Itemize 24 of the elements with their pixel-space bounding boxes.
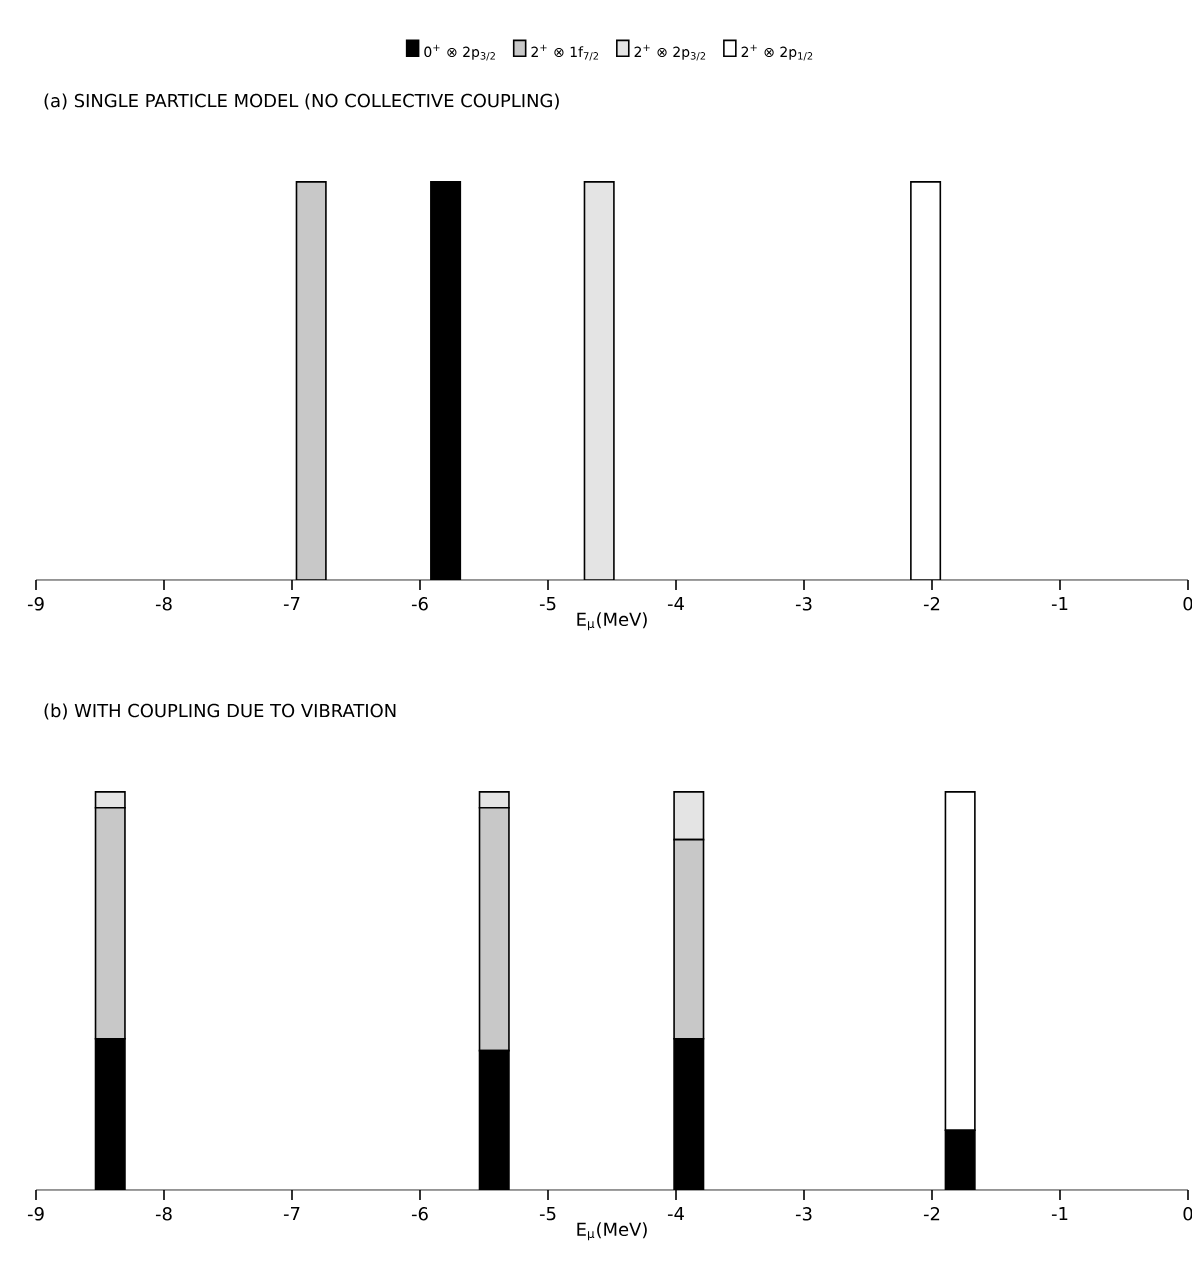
- x-axis-title: E$_{μ}$(MeV): [577, 612, 647, 631]
- x-tick-label: -9: [27, 597, 44, 611]
- x-tick-label: 0: [1183, 1207, 1192, 1221]
- x-tick-label: -3: [795, 1207, 812, 1221]
- x-tick-label: -3: [795, 597, 812, 611]
- x-tick-label: -4: [667, 1207, 684, 1221]
- x-tick-label: -5: [539, 1207, 556, 1221]
- x-tick-label: -4: [667, 597, 684, 611]
- x-tick-label: -8: [155, 597, 172, 611]
- chart-title: (a) SINGLE PARTICLE MODEL (NO COLLECTIVE COUPLING): [44, 93, 559, 110]
- x-tick-label: -6: [411, 597, 428, 611]
- x-tick-label: -1: [1051, 597, 1068, 611]
- x-tick-label: -7: [283, 597, 300, 611]
- x-tick-label: -7: [283, 1207, 300, 1221]
- x-tick-label: -2: [923, 1207, 940, 1221]
- chart-title: (b) WITH COUPLING DUE TO VIBRATION: [44, 703, 396, 720]
- x-axis-title: E$_{μ}$(MeV): [577, 1222, 647, 1241]
- x-tick-label: -2: [923, 597, 940, 611]
- x-tick-label: -9: [27, 1207, 44, 1221]
- x-tick-label: -1: [1051, 1207, 1068, 1221]
- x-tick-label: 0: [1183, 597, 1192, 611]
- x-tick-label: -8: [155, 1207, 172, 1221]
- x-tick-label: -6: [411, 1207, 428, 1221]
- x-tick-label: -5: [539, 597, 556, 611]
